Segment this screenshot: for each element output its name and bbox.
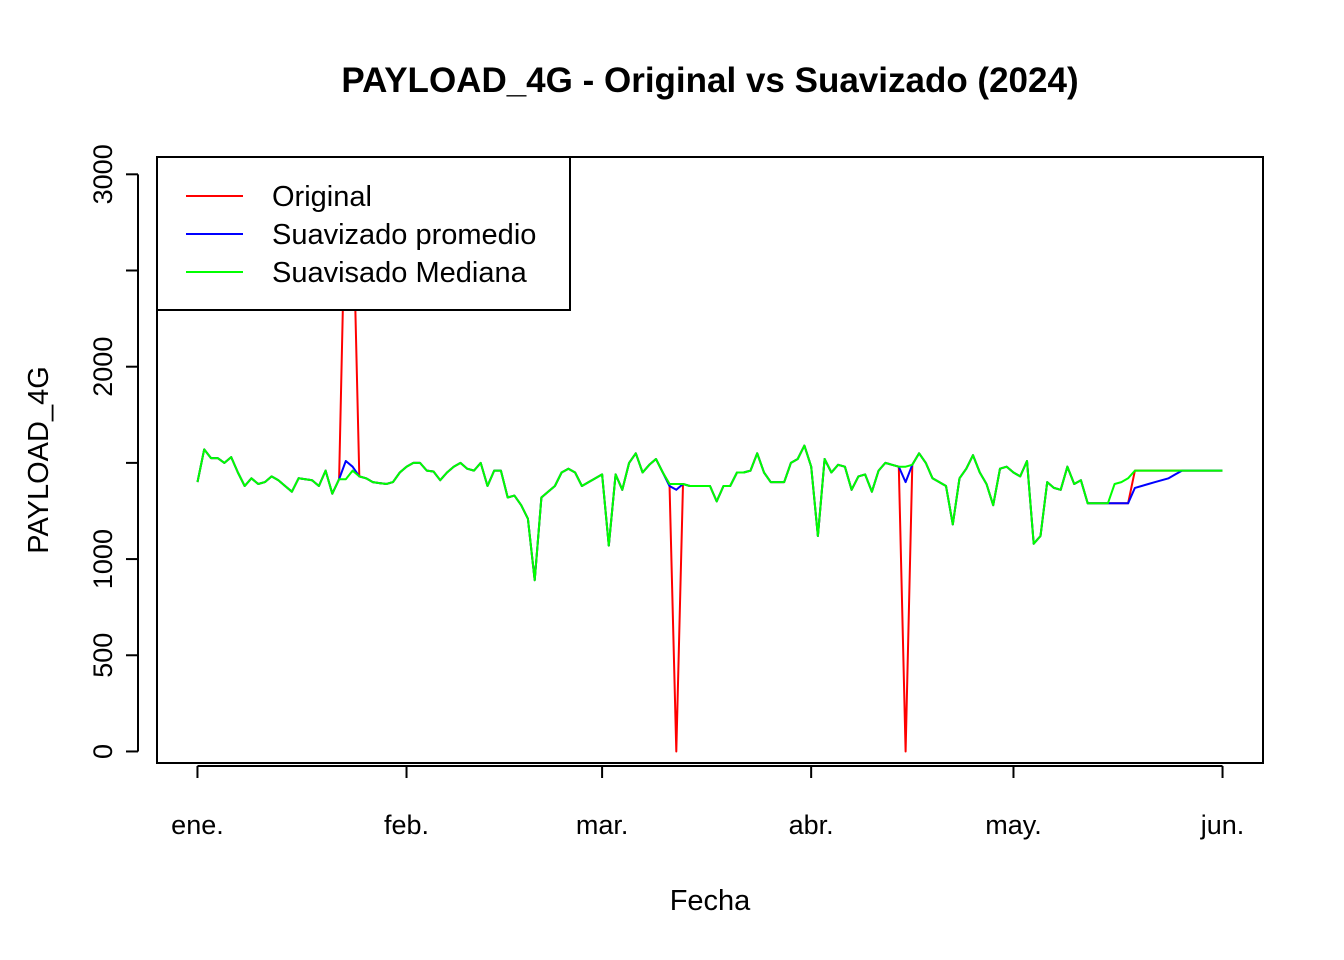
y-tick-label-3: 1000 [88,529,118,589]
y-axis-label: PAYLOAD_4G [23,366,55,554]
y-axis: 0 500 1000 2000 3000 [88,144,139,759]
legend-label-1: Original [272,181,372,213]
plot-frame [156,156,1264,764]
y-tick-label-2: 500 [88,633,118,678]
series-layer [196,173,1223,753]
y-tick-label-7: 3000 [88,144,118,204]
legend-label-2: Suavizado promedio [272,219,536,251]
x-tick-label-1: ene. [171,810,224,840]
x-tick-label-4: abr. [789,810,834,840]
chart-title: PAYLOAD_4G - Original vs Suavizado (2024… [341,61,1078,100]
legend-label-3: Suavisado Mediana [272,257,528,289]
x-axis-label: Fecha [670,885,751,917]
x-axis: ene. feb. mar. abr. may. jun. [171,765,1245,840]
x-tick-label-3: mar. [576,810,629,840]
x-tick-label-6: jun. [1200,810,1245,840]
x-tick-label-5: may. [985,810,1042,840]
series-line-3 [196,444,1223,582]
y-tick-label-1: 0 [88,744,118,759]
x-tick-label-2: feb. [384,810,429,840]
legend: Original Suavizado promedio Suavisado Medi… [156,156,571,311]
y-tick-label-5: 2000 [88,337,118,397]
